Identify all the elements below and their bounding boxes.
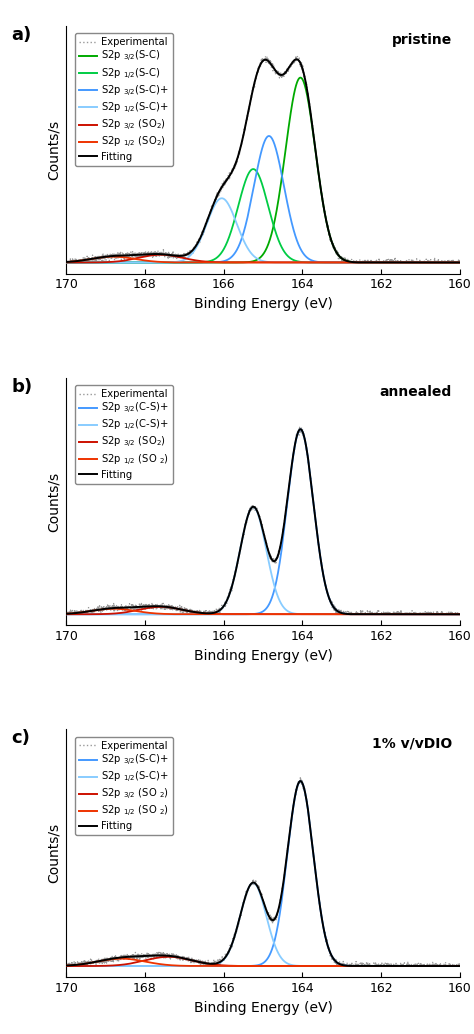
Text: pristine: pristine xyxy=(392,33,452,48)
Text: annealed: annealed xyxy=(380,385,452,399)
Text: c): c) xyxy=(11,729,30,748)
Text: 1% v/vDIO: 1% v/vDIO xyxy=(372,737,452,751)
Y-axis label: Counts/s: Counts/s xyxy=(47,120,61,180)
X-axis label: Binding Energy (eV): Binding Energy (eV) xyxy=(194,648,332,663)
Text: a): a) xyxy=(11,26,32,43)
Text: b): b) xyxy=(11,377,32,396)
X-axis label: Binding Energy (eV): Binding Energy (eV) xyxy=(194,297,332,311)
Y-axis label: Counts/s: Counts/s xyxy=(47,472,61,531)
Legend: Experimental, S2p $_{3/2}$(C-S)+, S2p $_{1/2}$(C-S)+, S2p $_{3/2}$ (SO$_2$), S2p: Experimental, S2p $_{3/2}$(C-S)+, S2p $_… xyxy=(75,385,173,484)
Legend: Experimental, S2p $_{3/2}$(S-C), S2p $_{1/2}$(S-C), S2p $_{3/2}$(S-C)+, S2p $_{1: Experimental, S2p $_{3/2}$(S-C), S2p $_{… xyxy=(75,33,173,165)
Legend: Experimental, S2p $_{3/2}$(S-C)+, S2p $_{1/2}$(S-C)+, S2p $_{3/2}$ (SO $_{2}$), : Experimental, S2p $_{3/2}$(S-C)+, S2p $_… xyxy=(75,737,173,835)
X-axis label: Binding Energy (eV): Binding Energy (eV) xyxy=(194,1001,332,1014)
Y-axis label: Counts/s: Counts/s xyxy=(47,823,61,883)
